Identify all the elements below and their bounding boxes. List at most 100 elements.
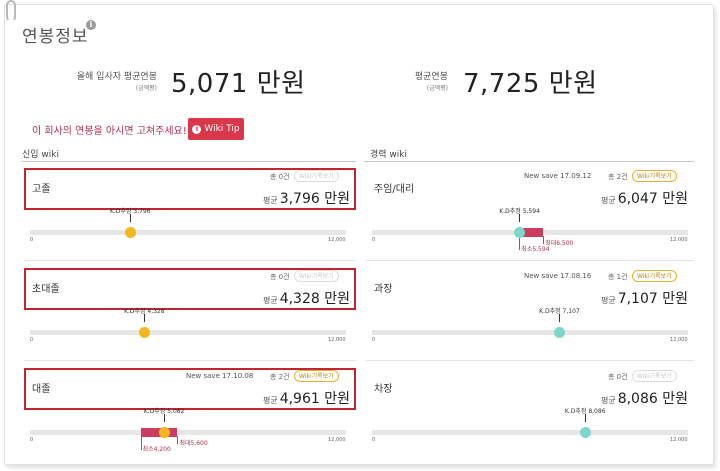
row-label: 과장	[374, 284, 393, 295]
salary-range-track	[372, 430, 688, 435]
salary-estimate-dot[interactable]	[514, 227, 526, 238]
newhire-salary-value: 5,071 만원	[171, 69, 306, 99]
salary-min-max-range	[519, 228, 544, 237]
wiki-records-button[interactable]: Wiki기록보기	[632, 170, 677, 182]
row-label: 초대졸	[32, 284, 60, 295]
estimate-marker-pin	[584, 414, 586, 422]
edit-notice: 이 회사의 연봉을 아시면 고쳐주세요!	[32, 126, 187, 137]
average-label: 평균	[600, 296, 616, 305]
axis-min-label: 0	[372, 437, 376, 443]
axis-min-label: 0	[30, 337, 34, 343]
page-title: 연봉정보	[22, 27, 89, 47]
estimate-marker-label: K.D추정 5,082	[143, 408, 185, 415]
wiki-records-button[interactable]: Wiki기록보기	[294, 170, 339, 182]
average-value: 3,796 만원	[279, 191, 350, 207]
estimate-marker-pin	[519, 214, 521, 222]
axis-max-label: 12,000	[328, 337, 346, 343]
row-label: 대졸	[32, 384, 51, 395]
wiki-tip-button[interactable]: i Wiki Tip	[188, 118, 244, 140]
avg-salary-sub: (금액평)	[426, 85, 448, 92]
average-label: 평균	[600, 396, 616, 405]
record-count: 총 2건	[608, 173, 628, 181]
estimate-marker-label: K.D추정 5,594	[499, 208, 540, 215]
newhire-wiki-divider	[22, 161, 356, 162]
max-connector	[543, 236, 545, 244]
salary-range-track	[30, 230, 346, 235]
paperclip-icon	[6, 0, 16, 22]
avg-salary-label-text: 평균연봉	[414, 72, 448, 82]
estimate-marker-pin	[163, 414, 165, 422]
new-save-date: New save 17.08.16	[524, 272, 592, 280]
average-value: 8,086 만원	[617, 391, 688, 407]
average-value: 4,961 만원	[279, 391, 350, 407]
avg-salary-value: 7,725 만원	[463, 69, 598, 99]
career-wiki-title: 경력 wiki	[370, 150, 407, 160]
newhire-salary-sub: (금액평)	[135, 85, 157, 92]
salary-estimate-dot[interactable]	[138, 327, 150, 338]
salary-row-card[interactable]	[24, 268, 356, 310]
estimate-marker-label: K.D추정 7,107	[539, 308, 580, 315]
min-connector	[140, 436, 142, 450]
salary-estimate-dot[interactable]	[554, 327, 566, 338]
row-divider	[366, 360, 694, 361]
salary-row-card[interactable]	[24, 168, 356, 210]
average-salary: 평균 7,107 만원	[601, 288, 688, 308]
estimate-marker-pin	[129, 214, 131, 222]
wiki-records-button[interactable]: Wiki기록보기	[294, 370, 339, 382]
estimate-marker-label: K.D추정 4,328	[123, 308, 165, 315]
max-salary-label: 최대5,600	[179, 440, 208, 447]
axis-max-label: 12,000	[670, 437, 688, 443]
avg-salary-label: 평균연봉 (금액평)	[400, 72, 448, 94]
new-save-date: New save 17.10.08	[186, 372, 254, 380]
axis-max-label: 12,000	[670, 237, 688, 243]
average-value: 4,328 만원	[279, 291, 350, 307]
row-divider	[24, 260, 356, 261]
axis-max-label: 12,000	[670, 337, 688, 343]
average-salary: 평균 8,086 만원	[601, 388, 688, 408]
min-salary-label: 최소5,594	[521, 246, 550, 253]
record-count: 총 2건	[270, 373, 290, 381]
salary-row-card[interactable]	[24, 368, 356, 410]
newhire-wiki-title: 신입 wiki	[22, 150, 59, 160]
row-divider	[366, 260, 694, 261]
average-label: 평균	[262, 196, 278, 205]
salary-estimate-dot[interactable]	[579, 427, 591, 438]
record-count: 총 0건	[270, 173, 290, 181]
wiki-records-button[interactable]: Wiki기록보기	[632, 370, 677, 382]
axis-min-label: 0	[372, 237, 376, 243]
average-label: 평균	[600, 196, 616, 205]
salary-estimate-dot[interactable]	[124, 227, 136, 238]
average-salary: 평균 6,047 만원	[601, 188, 688, 208]
row-label: 차장	[374, 384, 393, 395]
average-value: 7,107 만원	[617, 291, 688, 307]
axis-max-label: 12,000	[328, 237, 346, 243]
row-label: 고졸	[32, 184, 51, 195]
salary-range-track	[30, 430, 346, 435]
wiki-records-button[interactable]: Wiki기록보기	[294, 270, 339, 282]
record-count: 총 0건	[608, 373, 628, 381]
info-icon[interactable]: i	[86, 20, 96, 30]
estimate-marker-label: K.D추정 8,086	[564, 408, 606, 415]
career-wiki-divider	[364, 161, 694, 162]
new-save-date: New save 17.09.12	[524, 172, 592, 180]
axis-max-label: 12,000	[328, 437, 346, 443]
wiki-records-button[interactable]: Wiki기록보기	[632, 270, 677, 282]
axis-min-label: 0	[372, 337, 376, 343]
average-label: 평균	[262, 296, 278, 305]
salary-estimate-dot[interactable]	[158, 427, 170, 438]
max-connector	[177, 436, 179, 444]
average-salary: 평균 4,961 만원	[263, 388, 350, 408]
min-salary-label: 최소4,200	[142, 446, 171, 453]
max-salary-label: 최대6,500	[545, 240, 574, 247]
row-divider	[24, 360, 356, 361]
wiki-tip-label: Wiki Tip	[204, 124, 240, 134]
estimate-marker-pin	[143, 314, 145, 322]
axis-min-label: 0	[30, 437, 34, 443]
estimate-marker-label: K.D추정 3,796	[109, 208, 151, 215]
axis-min-label: 0	[30, 237, 34, 243]
average-salary: 평균 4,328 만원	[263, 288, 350, 308]
newhire-salary-label-text: 올해 입사자 평균연봉	[76, 72, 157, 82]
average-value: 6,047 만원	[617, 191, 688, 207]
average-salary: 평균 3,796 만원	[263, 188, 350, 208]
salary-range-track	[372, 330, 688, 335]
